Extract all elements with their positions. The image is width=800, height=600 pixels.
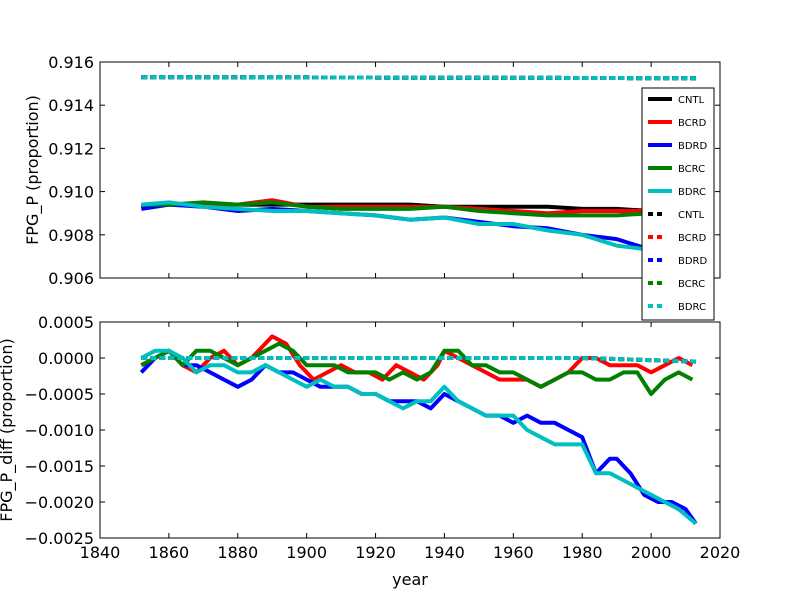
legend-label: CNTL: [678, 95, 705, 106]
x-tick-label: 1840: [80, 543, 121, 562]
legend-label: CNTL: [678, 210, 705, 221]
series-line-bdrc: [140, 348, 698, 526]
y-tick-label: −0.0025: [25, 529, 94, 548]
x-tick-label: 2000: [631, 543, 672, 562]
y-tick-label: 0.912: [48, 139, 94, 158]
y-tick-label: 0.910: [48, 183, 94, 202]
series-line-bdrc: [141, 200, 697, 259]
x-tick-label: 1940: [424, 543, 465, 562]
x-tick-label: 1920: [355, 543, 396, 562]
x-tick-label: 1960: [493, 543, 534, 562]
legend-label: BCRD: [678, 118, 707, 129]
series-line-bcrc: [140, 341, 694, 396]
legend-label: BDRD: [678, 256, 708, 267]
y-tick-label: 0.916: [48, 53, 94, 72]
legend-label: BCRC: [678, 164, 705, 175]
y-tick-label: 0.914: [48, 96, 94, 115]
legend-label: BDRC: [678, 302, 706, 313]
legend-label: BDRC: [678, 187, 706, 198]
x-tick-label: 1860: [149, 543, 190, 562]
x-tick-label: 1880: [217, 543, 258, 562]
legend-label: BCRD: [678, 233, 707, 244]
series-line-bdrc-dashed: [141, 356, 696, 364]
y-tick-label: −0.0010: [25, 421, 94, 440]
top-y-axis-label: FPG_P (proportion): [23, 95, 43, 245]
legend: CNTL BCRD BDRD BCRC BDRC CNTL BCRD BDRD BCRC BDRC: [641, 87, 715, 321]
y-tick-label: −0.0020: [25, 493, 94, 512]
bottom-y-axis-label: FPG_P_diff (proportion): [0, 338, 17, 521]
bottom-plot-frame: [99, 321, 721, 539]
x-tick-label: 1900: [286, 543, 327, 562]
y-tick-label: 0.906: [48, 269, 94, 288]
y-tick-label: −0.0015: [25, 457, 94, 476]
legend-label: BDRD: [678, 141, 708, 152]
legend-label: BCRC: [678, 279, 705, 290]
y-tick-label: −0.0005: [25, 385, 94, 404]
y-tick-label: 0.908: [48, 226, 94, 245]
series-line-bcrc: [141, 200, 696, 218]
y-tick-label: 0.0005: [38, 313, 94, 332]
series-line-bdrd: [139, 348, 698, 525]
legend-box: [641, 87, 715, 321]
top-plot: 0.906 0.908 0.910 0.912 0.914 0.916 FPG_P (pr…: [23, 53, 721, 321]
y-tick-label: 0.0000: [38, 349, 94, 368]
x-tick-label: 1980: [562, 543, 603, 562]
bottom-plot: −0.0025 −0.0020 −0.0015 −0.0010 −0.0005 0.000…: [0, 313, 740, 589]
x-tick-label: 2020: [700, 543, 741, 562]
series-line-bdrc-dashed: [141, 75, 696, 81]
x-axis-label: year: [392, 570, 428, 589]
top-plot-frame: [99, 61, 721, 279]
